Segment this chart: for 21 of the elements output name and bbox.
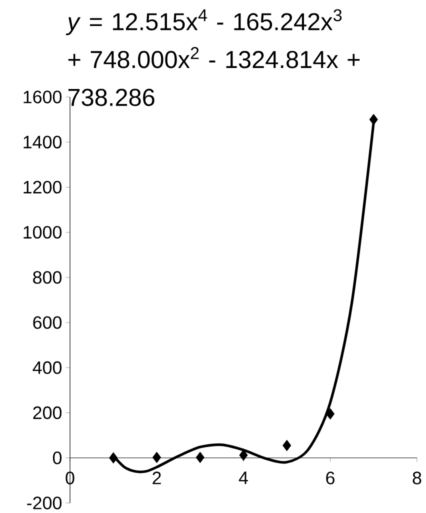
y-tick-label: 800 — [33, 271, 62, 284]
y-tick-label: 1600 — [24, 90, 62, 104]
point — [369, 114, 378, 126]
y-tick-label: 1400 — [24, 136, 62, 148]
point — [282, 440, 292, 452]
y-tick-label: 1000 — [24, 226, 62, 239]
chart-title: y = 12.515x$^{4}$ - 165.242x$^{3}$ + 748.000x$^{2}$ - 1324.814x + 738.286 — [66, 9, 360, 106]
point — [326, 408, 335, 420]
y-tick-label: 400 — [32, 361, 62, 374]
y-tick-label: 600 — [33, 316, 62, 329]
point — [152, 452, 162, 464]
point — [196, 452, 204, 464]
y-tick-label: -200 — [27, 496, 62, 510]
x-tick-label: 2 — [152, 472, 161, 484]
x-tick-label: 8 — [412, 472, 422, 484]
point — [109, 452, 118, 464]
y-tick-label: 1200 — [24, 180, 62, 194]
y-tick-label: 0 — [52, 452, 62, 464]
x-tick-label: 4 — [238, 472, 248, 484]
x-tick-label: 6 — [326, 472, 334, 484]
y-tick-label: 200 — [33, 406, 62, 420]
